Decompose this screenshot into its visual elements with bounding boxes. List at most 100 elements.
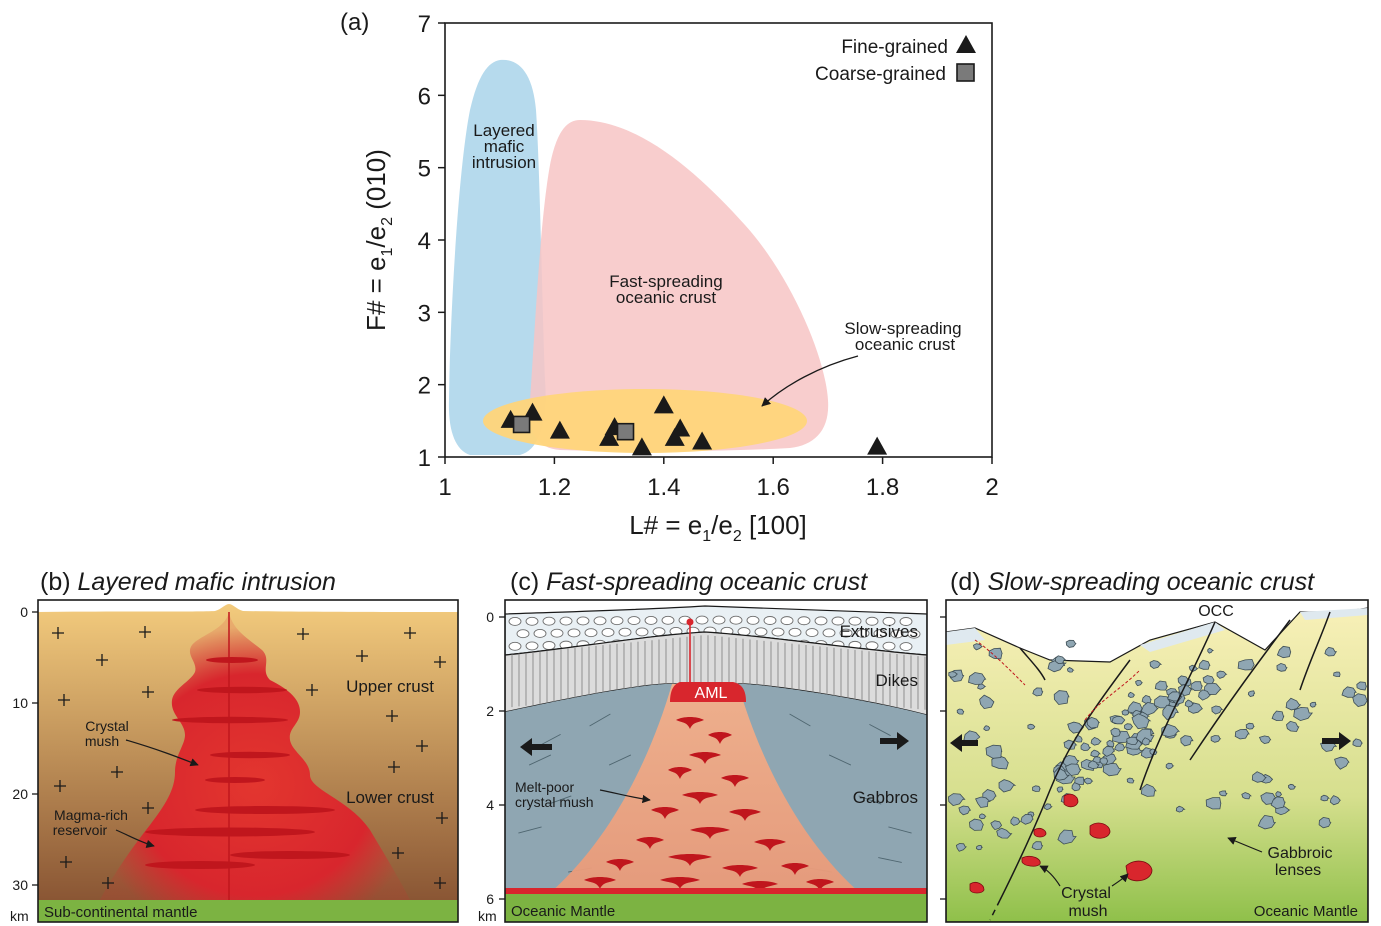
x-tick-label: 1.6 [757,474,790,501]
cross-mark [356,650,368,662]
crystal-mush-pods [969,793,1153,894]
depth-label-c: 2 [486,703,494,719]
gabbroic-lens [1352,738,1363,747]
fine-grained-point [549,420,570,439]
gabbroic-lens [985,744,1003,759]
region-fast-label-line1: Fast-spreading [609,272,722,291]
gabbroic-lens [975,844,983,851]
panel-b-title: (b) Layered mafic intrusion [40,568,336,596]
pillow-lava [525,616,539,626]
pillow-lava [695,615,709,625]
pillow-lava [907,629,921,639]
gabbroic-lens [990,820,1003,831]
gabbroic-lens [1054,655,1067,665]
gabbroic-lens [1102,745,1116,757]
gabbroic-lens [1202,675,1215,685]
y-tick-label: 2 [418,373,431,400]
gabbroic-lens [1286,720,1300,732]
cross-mark [306,684,318,696]
gabbroic-lens [1285,697,1302,711]
fine-grained-point [664,427,685,446]
panel-b-depth-axis: 0 10 20 30 [12,604,38,893]
gabbroic-lens [1251,771,1267,783]
depth-label-b: 0 [20,604,28,620]
dikes-label: Dikes [875,671,918,690]
magma-reservoir-label-line2: reservoir [53,822,108,838]
cross-mark [142,802,154,814]
gabbroic-lens [1275,791,1282,798]
gabbroic-lens [1111,715,1126,725]
pillow-lava [899,617,913,626]
gabbroic-lens [1257,814,1277,830]
melt-lens [721,775,749,787]
gabbroic-lens [973,643,983,651]
pillow-lava [533,629,547,638]
melt-lens [689,752,721,764]
melt-lens [636,837,664,849]
spreading-arrow-right-d-icon [1322,732,1351,750]
panel-a-y-axis-label: F# = e1/e2 (010) [361,149,396,331]
pillow-lava [550,628,564,638]
melt-poor-label-line1: Melt-poor [515,779,574,795]
gabbroic-lens [1065,639,1077,648]
gabbroic-lens [1241,792,1252,800]
gabbro-dash [528,754,552,766]
gabbroic-lens [1066,667,1075,673]
pillow-lava [576,616,590,626]
pillow-lava [822,628,836,638]
cross-mark [142,686,154,698]
gabbroic-lens [1198,659,1211,670]
region-fast-label-line2: oceanic crust [616,288,716,307]
gabbro-dash [539,733,561,747]
pillow-lava [771,627,785,637]
fine-grained-point [599,427,620,446]
cross-mark [386,710,398,722]
legend-coarse-grained-label: Coarse-grained [815,64,946,85]
gabbroic-lens [979,694,995,710]
gabbroic-lenses-label-line2: lenses [1275,862,1321,879]
panel-c-unit: km [478,908,497,924]
pillow-lava [839,628,853,638]
cross-mark [436,812,448,824]
gabbroic-lens [958,805,972,816]
coarse-grained-point [616,422,635,441]
fine-grained-point [670,418,691,437]
fine-grained-point [692,431,713,450]
fine-grained-point [653,395,674,414]
gabbroic-lens [1127,691,1136,698]
gabbroic-lens [1247,690,1256,697]
panel-d-slow-spreading-crust: (d) Slow-spreading oceanic crust [940,568,1369,923]
gabbroic-lens [1309,701,1317,708]
slow-spreading-pointer-arrow [761,355,859,407]
pillow-lava [584,628,598,638]
pillow-lava [593,616,607,626]
y-tick-label: 3 [418,300,431,327]
panel-a-x-axis-label: L# = e1/e2 [100] [629,510,807,545]
gabbro-dash [589,713,611,727]
x-tick-label: 1.2 [538,474,571,501]
gabbro-dash [878,857,902,863]
region-layered-mafic-intrusion [448,59,546,456]
gabbroic-lens [1031,841,1044,850]
panel-a-axes: 1 1.2 1.4 1.6 1.8 2 1 2 3 4 5 6 7 [418,11,999,501]
aml-eruption-point [686,618,694,626]
crust-crosses [52,626,448,889]
gabbroic-lens [1126,777,1135,784]
magma-sills [145,657,350,869]
gabbroic-lens [1110,727,1122,738]
x-tick-label: 1.4 [647,474,680,501]
occ-label: OCC [1198,603,1234,620]
pillow-lava [865,616,879,626]
cross-mark [111,766,123,778]
fine-grained-point [631,437,652,456]
gabbroic-lens [1271,710,1285,722]
depth-label-b: 30 [12,877,28,893]
gabbroic-lenses-label-line1: Gabbroic [1268,845,1333,862]
gabbroic-lens [1205,797,1222,810]
gabbroic-lens [968,672,987,685]
gabbros-label: Gabbros [853,788,918,807]
aml-label: AML [695,685,728,702]
pillow-lava [644,615,658,625]
